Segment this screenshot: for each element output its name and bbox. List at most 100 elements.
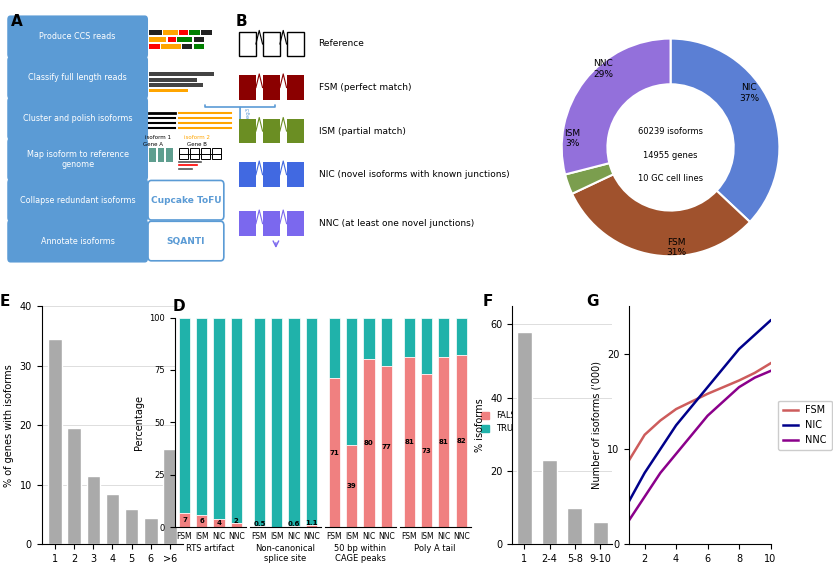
Bar	[196, 318, 207, 515]
Bar	[262, 119, 280, 143]
Bar	[190, 148, 199, 159]
NNC	[750, 374, 760, 381]
Bar	[149, 31, 162, 35]
Bar	[438, 357, 450, 527]
FSM	[671, 405, 681, 412]
Text: FSM (perfect match): FSM (perfect match)	[318, 83, 411, 92]
Bar	[67, 428, 81, 544]
Text: Cluster and polish isoforms: Cluster and polish isoforms	[22, 114, 132, 123]
Bar	[287, 32, 304, 56]
Y-axis label: % isoforms: % isoforms	[475, 399, 485, 452]
Bar	[287, 162, 304, 187]
NIC	[718, 365, 728, 371]
NNC	[702, 412, 712, 419]
Bar	[381, 366, 392, 527]
Bar	[163, 31, 178, 35]
Wedge shape	[671, 39, 780, 222]
Bar	[87, 476, 100, 544]
Text: Gene A: Gene A	[143, 142, 163, 146]
Text: 39: 39	[347, 484, 357, 489]
FancyBboxPatch shape	[148, 180, 224, 220]
Line: NNC: NNC	[629, 371, 771, 521]
NNC	[656, 469, 666, 476]
FancyBboxPatch shape	[7, 15, 148, 58]
FancyBboxPatch shape	[7, 56, 148, 99]
NIC	[702, 384, 712, 391]
FSM	[718, 384, 728, 391]
Text: Reference: Reference	[318, 40, 364, 49]
Text: NIC
37%: NIC 37%	[739, 83, 759, 103]
Bar	[381, 318, 392, 366]
Bar	[167, 37, 177, 42]
Bar	[421, 318, 432, 374]
Text: Produce CCS reads: Produce CCS reads	[39, 32, 116, 41]
X-axis label: Non-canonical
splice site: Non-canonical splice site	[255, 544, 316, 564]
Text: FSM
31%: FSM 31%	[666, 238, 686, 257]
Y-axis label: Percentage: Percentage	[134, 395, 144, 450]
Bar	[238, 119, 256, 143]
Bar	[404, 318, 415, 357]
Text: Collapse redundant isoforms: Collapse redundant isoforms	[20, 196, 136, 205]
Bar	[149, 73, 214, 76]
Text: SQANTI: SQANTI	[167, 236, 205, 246]
Bar	[288, 318, 300, 526]
Text: NIC (novel isoforms with known junctions): NIC (novel isoforms with known junctions…	[318, 170, 509, 179]
FSM	[766, 360, 776, 367]
Text: Map isoform to reference
genome: Map isoform to reference genome	[27, 150, 128, 169]
Bar	[201, 148, 210, 159]
Bar	[456, 356, 466, 527]
NNC	[718, 398, 728, 405]
FSM	[656, 417, 666, 424]
NIC	[766, 317, 776, 324]
Bar	[48, 339, 62, 544]
FancyBboxPatch shape	[7, 179, 148, 222]
Bar	[287, 211, 304, 236]
Wedge shape	[572, 174, 750, 256]
Text: 7: 7	[182, 517, 187, 523]
FancyBboxPatch shape	[7, 97, 148, 140]
Bar	[404, 357, 415, 527]
Bar	[542, 460, 557, 544]
Bar	[262, 32, 280, 56]
Bar	[592, 522, 608, 544]
Bar	[329, 318, 340, 378]
Y-axis label: % of genes with isoforms: % of genes with isoforms	[4, 364, 14, 486]
Text: E: E	[0, 294, 9, 309]
Bar	[163, 449, 177, 544]
NIC	[640, 469, 650, 476]
Bar	[329, 378, 340, 527]
X-axis label: RTS artifact: RTS artifact	[186, 544, 235, 553]
Bar	[213, 318, 225, 519]
Bar	[306, 318, 317, 525]
Text: 2: 2	[234, 518, 238, 524]
Text: 60239 isoforms: 60239 isoforms	[638, 126, 703, 136]
Bar	[238, 75, 256, 100]
Bar	[287, 75, 304, 100]
Line: FSM: FSM	[629, 363, 771, 460]
Bar	[254, 318, 265, 526]
Text: Cupcake ToFU: Cupcake ToFU	[151, 196, 222, 205]
Text: Isoeg3: Isoeg3	[246, 107, 251, 125]
NNC	[624, 517, 634, 524]
Bar	[149, 88, 188, 92]
Bar	[421, 374, 432, 527]
Y-axis label: Number of isoforms ('000): Number of isoforms ('000)	[591, 361, 601, 489]
Bar	[149, 44, 160, 49]
Bar	[182, 44, 192, 49]
NIC	[734, 346, 744, 353]
FSM	[687, 398, 697, 405]
NIC	[656, 446, 666, 452]
NIC	[624, 498, 634, 505]
X-axis label: 50 bp within
CAGE peaks: 50 bp within CAGE peaks	[334, 544, 387, 564]
Text: 4: 4	[217, 520, 222, 526]
Bar	[167, 148, 173, 162]
Text: isoform 2: isoform 2	[184, 134, 210, 139]
Text: 73: 73	[421, 448, 431, 454]
Text: 14955 genes: 14955 genes	[643, 151, 698, 159]
Bar	[231, 523, 242, 527]
Bar	[125, 509, 138, 544]
Bar	[262, 75, 280, 100]
NNC	[734, 384, 744, 391]
Bar	[157, 148, 164, 162]
FSM	[750, 370, 760, 376]
